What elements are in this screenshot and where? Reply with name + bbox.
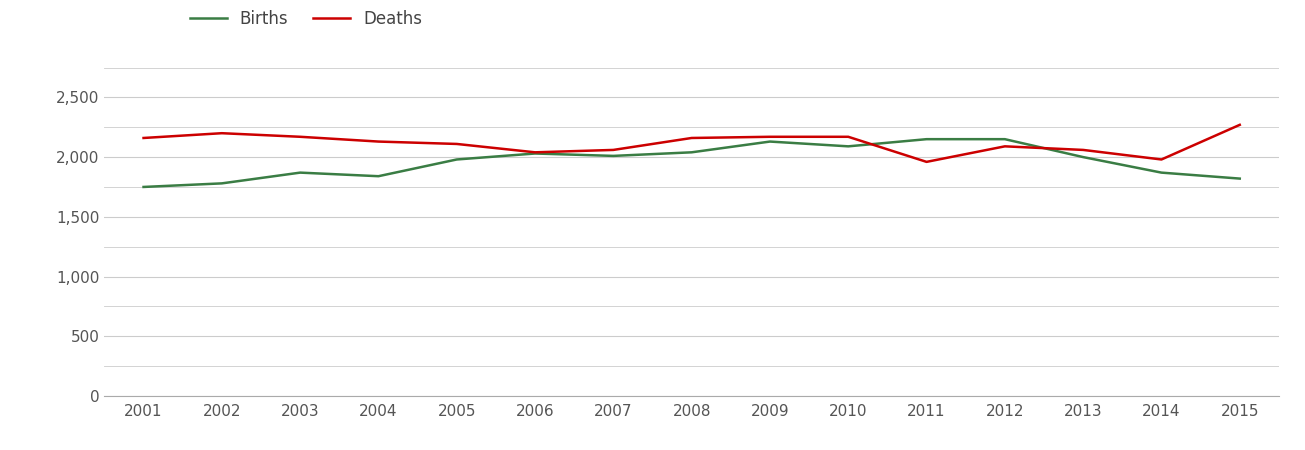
Deaths [1075,147,1091,153]
Births [1154,170,1169,176]
Legend: Births, Deaths: Births, Deaths [183,4,429,35]
Births [684,149,699,155]
Deaths [371,139,386,144]
Births [606,153,621,158]
Births [1075,154,1091,160]
Births [449,157,465,162]
Births [136,184,151,189]
Deaths [136,135,151,141]
Line: Births: Births [144,139,1240,187]
Deaths [997,144,1013,149]
Births [371,174,386,179]
Births [214,180,230,186]
Births [997,136,1013,142]
Deaths [919,159,934,165]
Deaths [762,134,778,140]
Births [527,151,543,156]
Deaths [527,149,543,155]
Births [919,136,934,142]
Deaths [606,147,621,153]
Deaths [684,135,699,141]
Line: Deaths: Deaths [144,125,1240,162]
Births [840,144,856,149]
Deaths [292,134,308,140]
Deaths [449,141,465,147]
Deaths [840,134,856,140]
Deaths [1154,157,1169,162]
Deaths [214,130,230,136]
Deaths [1232,122,1248,127]
Births [1232,176,1248,181]
Births [292,170,308,176]
Births [762,139,778,144]
